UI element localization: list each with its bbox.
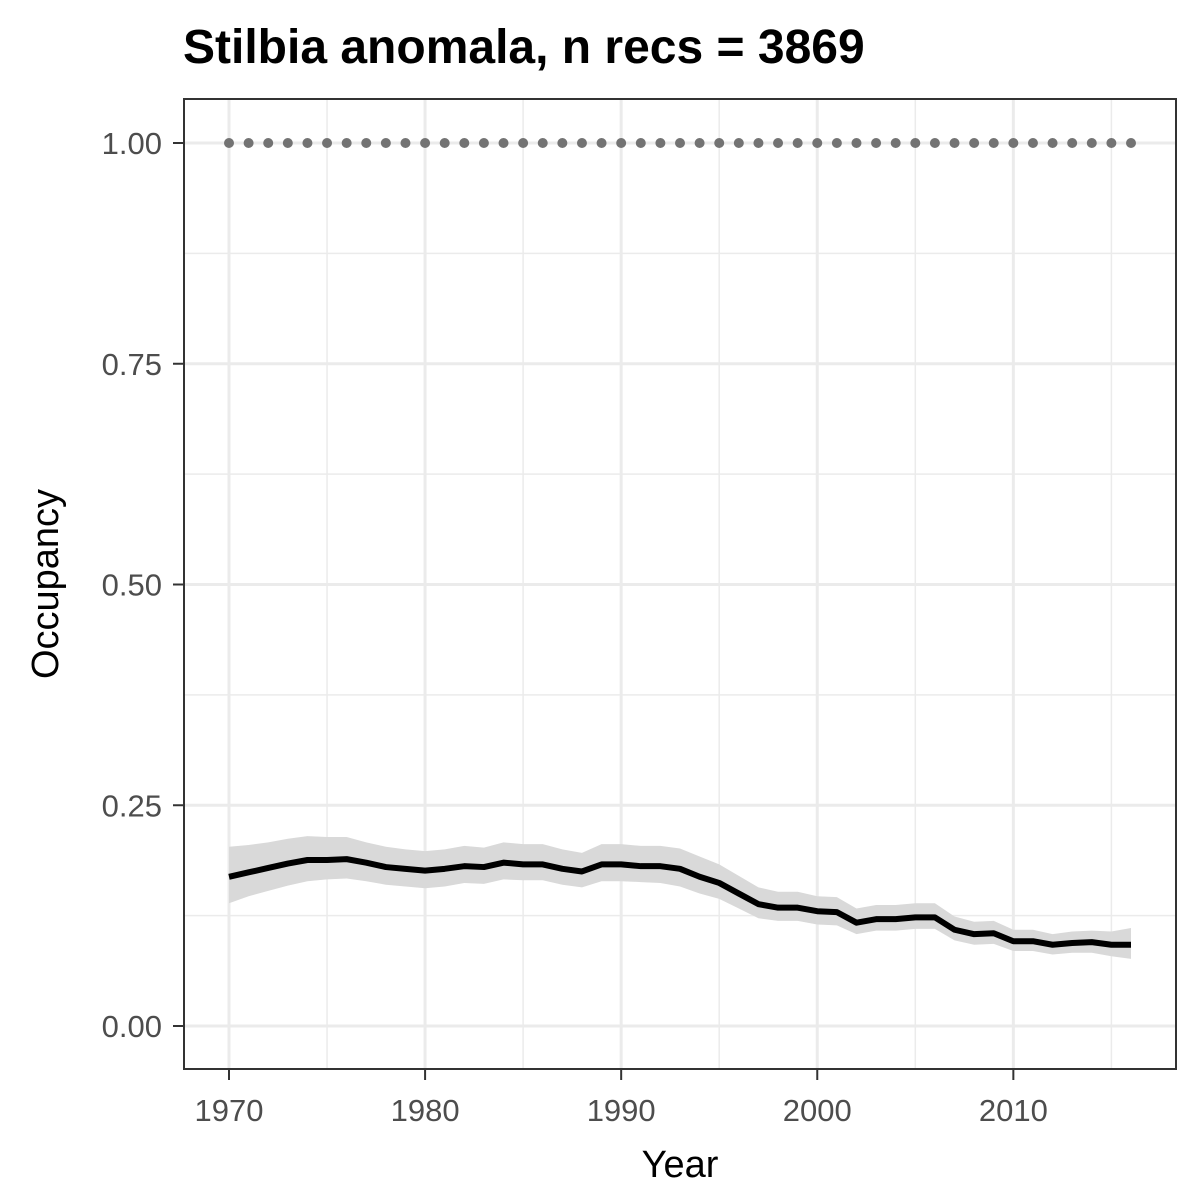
observed-point [655, 138, 666, 148]
observed-point [459, 138, 470, 148]
observed-point [1047, 138, 1058, 148]
observed-point [988, 138, 999, 148]
observed-point [420, 138, 431, 148]
observed-point [576, 138, 587, 148]
observed-point [812, 138, 823, 148]
observed-point [753, 138, 764, 148]
observed-point [890, 138, 901, 148]
observed-point [1067, 138, 1078, 148]
x-axis-title: Year [642, 1144, 719, 1186]
observed-point [341, 138, 352, 148]
observed-point [224, 138, 234, 148]
x-tick-label: 2010 [979, 1093, 1048, 1128]
y-axis: 0.00 0.25 0.50 0.75 1.00 [102, 126, 184, 1044]
observed-point [714, 138, 725, 148]
chart-title: Stilbia anomala, n recs = 3869 [183, 21, 865, 74]
observed-point [675, 138, 685, 148]
x-tick-label: 1980 [391, 1093, 460, 1128]
observed-point [282, 138, 293, 148]
y-tick-label: 0.25 [102, 788, 162, 823]
observed-point [596, 138, 607, 148]
observed-point [635, 138, 646, 148]
observed-point [322, 138, 333, 148]
y-tick-label: 1.00 [102, 126, 162, 161]
observed-point [831, 138, 842, 148]
occupancy-line [228, 856, 1131, 948]
observed-point [400, 138, 411, 148]
observed-point [871, 138, 882, 148]
observed-point [380, 138, 391, 148]
x-tick-label: 1970 [195, 1093, 264, 1128]
observed-point [616, 138, 627, 148]
observed-point [302, 138, 313, 148]
observed-point [851, 138, 862, 148]
observed-point [537, 138, 548, 148]
observed-point [773, 138, 784, 148]
observed-point [243, 138, 254, 148]
observed-point [518, 138, 529, 148]
observed-point [1008, 138, 1019, 148]
observed-point [1106, 138, 1117, 148]
observed-point [969, 138, 980, 148]
occupancy-line-layer [228, 856, 1131, 948]
observed-point [439, 138, 450, 148]
observed-point [949, 138, 960, 148]
y-tick-label: 0.50 [102, 568, 162, 603]
y-tick-label: 0.75 [102, 347, 162, 382]
observed-points-layer [224, 138, 1136, 148]
x-axis: 1970 1980 1990 2000 2010 [195, 1069, 1048, 1128]
y-tick-label: 0.00 [102, 1009, 162, 1044]
observed-point [263, 138, 274, 148]
y-axis-title: Occupancy [25, 489, 67, 679]
observed-point [478, 138, 489, 148]
observed-point [910, 138, 921, 148]
observed-point [557, 138, 568, 148]
observed-point [792, 138, 803, 148]
observed-point [498, 138, 509, 148]
observed-point [929, 138, 940, 148]
observed-point [694, 138, 705, 148]
observed-point [1086, 138, 1097, 148]
observed-point [361, 138, 372, 148]
x-tick-label: 1990 [587, 1093, 656, 1128]
observed-point [1126, 138, 1136, 148]
observed-point [1027, 138, 1038, 148]
x-tick-label: 2000 [783, 1093, 852, 1128]
observed-point [733, 138, 744, 148]
